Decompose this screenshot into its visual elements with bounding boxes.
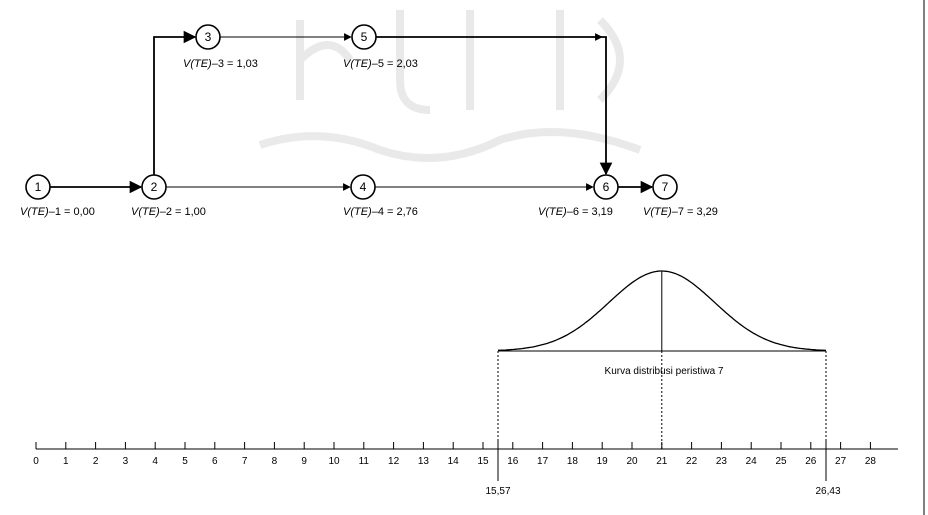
axis-tick-label-1: 1: [63, 456, 69, 467]
node-3-number: 3: [205, 30, 212, 44]
axis-tick-label-5: 5: [182, 456, 188, 467]
node-7-number: 7: [662, 180, 669, 194]
axis-tick-label-22: 22: [686, 456, 698, 467]
node-7-variance-label: V(TE)–7 = 3,29: [643, 206, 718, 218]
node-4-circle: [350, 174, 376, 200]
upper-bound-label: 26,43: [815, 486, 840, 497]
network-edges: [50, 30, 654, 194]
axis-tick-label-3: 3: [123, 456, 129, 467]
axis-tick-label-6: 6: [212, 456, 218, 467]
axis-tick-label-15: 15: [477, 456, 489, 467]
axis-tick-label-13: 13: [418, 456, 430, 467]
axis-tick-label-10: 10: [328, 456, 340, 467]
axis-tick-label-12: 12: [388, 456, 400, 467]
node-2-variance-label: V(TE)–2 = 1,00: [131, 206, 206, 218]
axis-tick-label-14: 14: [448, 456, 460, 467]
axis-tick-label-17: 17: [537, 456, 549, 467]
node-6-number: 6: [603, 180, 610, 194]
curve-caption: Kurva distribusi peristiwa 7: [605, 366, 724, 377]
axis-tick-label-23: 23: [716, 456, 728, 467]
node-5-number: 5: [361, 30, 368, 44]
node-4: 4 V(TE)–4 = 2,76: [343, 174, 418, 218]
node-7-circle: [652, 174, 678, 200]
axis-tick-label-4: 4: [152, 456, 158, 467]
node-1: 1 V(TE)–1 = 0,00: [20, 174, 95, 218]
network-nodes: 1 V(TE)–1 = 0,00 2 V(TE)–2 = 1,00 3 V(TE)–3 =…: [20, 24, 718, 218]
node-1-number: 1: [35, 180, 42, 194]
edge-5-6: [376, 36, 613, 176]
axis-tick-label-19: 19: [597, 456, 609, 467]
watermark-logo: [258, 10, 642, 162]
axis-tick-label-28: 28: [865, 456, 877, 467]
node-3: 3 V(TE)–3 = 1,03: [183, 24, 258, 70]
axis-tick-label-0: 0: [33, 456, 39, 467]
axis-tick-label-26: 26: [805, 456, 817, 467]
node-4-variance-label: V(TE)–4 = 2,76: [343, 206, 418, 218]
axis-tick-label-25: 25: [775, 456, 787, 467]
node-5-variance-label: V(TE)–5 = 2,03: [343, 58, 418, 70]
node-2-number: 2: [151, 180, 158, 194]
axis-tick-label-18: 18: [567, 456, 579, 467]
node-5-circle: [351, 24, 377, 50]
node-5: 5 V(TE)–5 = 2,03: [343, 24, 418, 70]
node-3-circle: [195, 24, 221, 50]
axis-tick-label-9: 9: [301, 456, 307, 467]
node-6-circle: [593, 174, 619, 200]
edge-2-3: [153, 30, 197, 175]
axis-tick-label-8: 8: [272, 456, 278, 467]
node-1-circle: [25, 174, 51, 200]
node-6-variance-label: V(TE)–6 = 3,19: [538, 206, 613, 218]
axis-tick-label-7: 7: [242, 456, 248, 467]
axis-tick-label-20: 20: [626, 456, 638, 467]
distribution-curve-group: Kurva distribusi peristiwa 7: [497, 270, 827, 449]
axis-tick-label-11: 11: [359, 456, 370, 467]
axis-tick-label-16: 16: [507, 456, 519, 467]
node-1-variance-label: V(TE)–1 = 0,00: [20, 206, 95, 218]
axis-tick-label-2: 2: [93, 456, 99, 467]
axis-tick-label-24: 24: [746, 456, 758, 467]
node-6: 6 V(TE)–6 = 3,19: [538, 174, 619, 218]
axis-tick-label-27: 27: [835, 456, 847, 467]
node-3-variance-label: V(TE)–3 = 1,03: [183, 58, 258, 70]
node-7: 7 V(TE)–7 = 3,29: [643, 174, 718, 218]
axis-tick-label-21: 21: [656, 456, 668, 467]
lower-bound-label: 15,57: [485, 486, 510, 497]
node-2: 2 V(TE)–2 = 1,00: [131, 174, 206, 218]
time-axis: 0 1 2 3 4 5 6 7 8 9 10 11 12 13 14 15 16 17 18 19 20 21 22 23 24…: [33, 442, 898, 467]
node-2-circle: [141, 174, 167, 200]
node-4-number: 4: [360, 180, 367, 194]
